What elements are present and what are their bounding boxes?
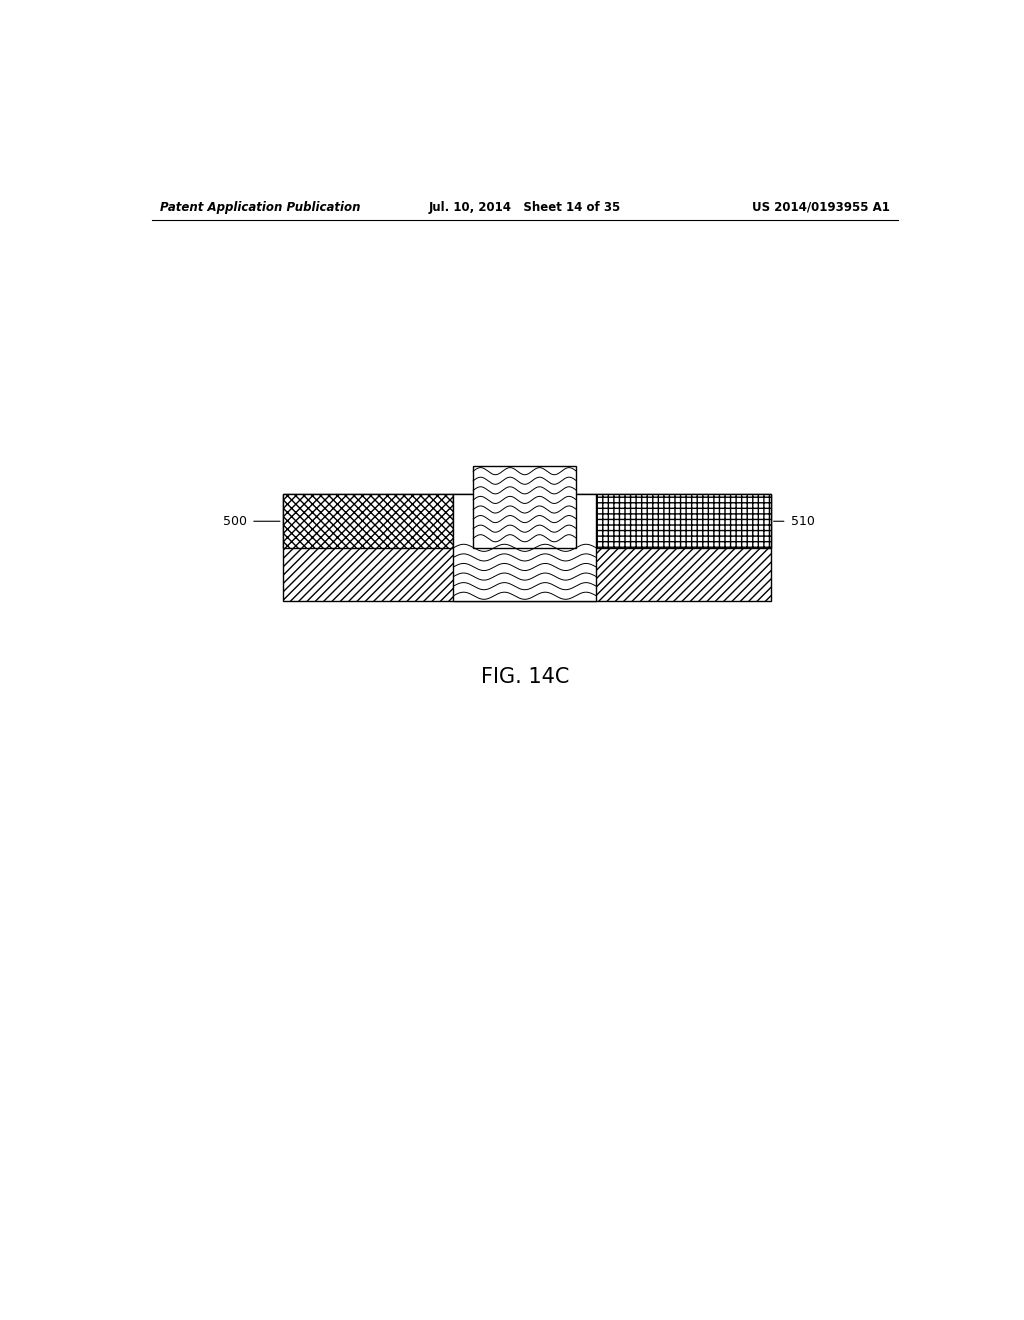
Bar	[473, 466, 577, 548]
Text: US 2014/0193955 A1: US 2014/0193955 A1	[752, 201, 890, 214]
Bar	[283, 494, 454, 548]
Text: FIG. 14C: FIG. 14C	[480, 667, 569, 686]
Text: Patent Application Publication: Patent Application Publication	[160, 201, 360, 214]
Text: 500: 500	[223, 515, 247, 528]
Text: 510: 510	[791, 515, 814, 528]
Bar	[283, 494, 771, 601]
Text: Jul. 10, 2014   Sheet 14 of 35: Jul. 10, 2014 Sheet 14 of 35	[429, 201, 621, 214]
Bar	[596, 494, 771, 548]
Bar	[454, 494, 596, 601]
